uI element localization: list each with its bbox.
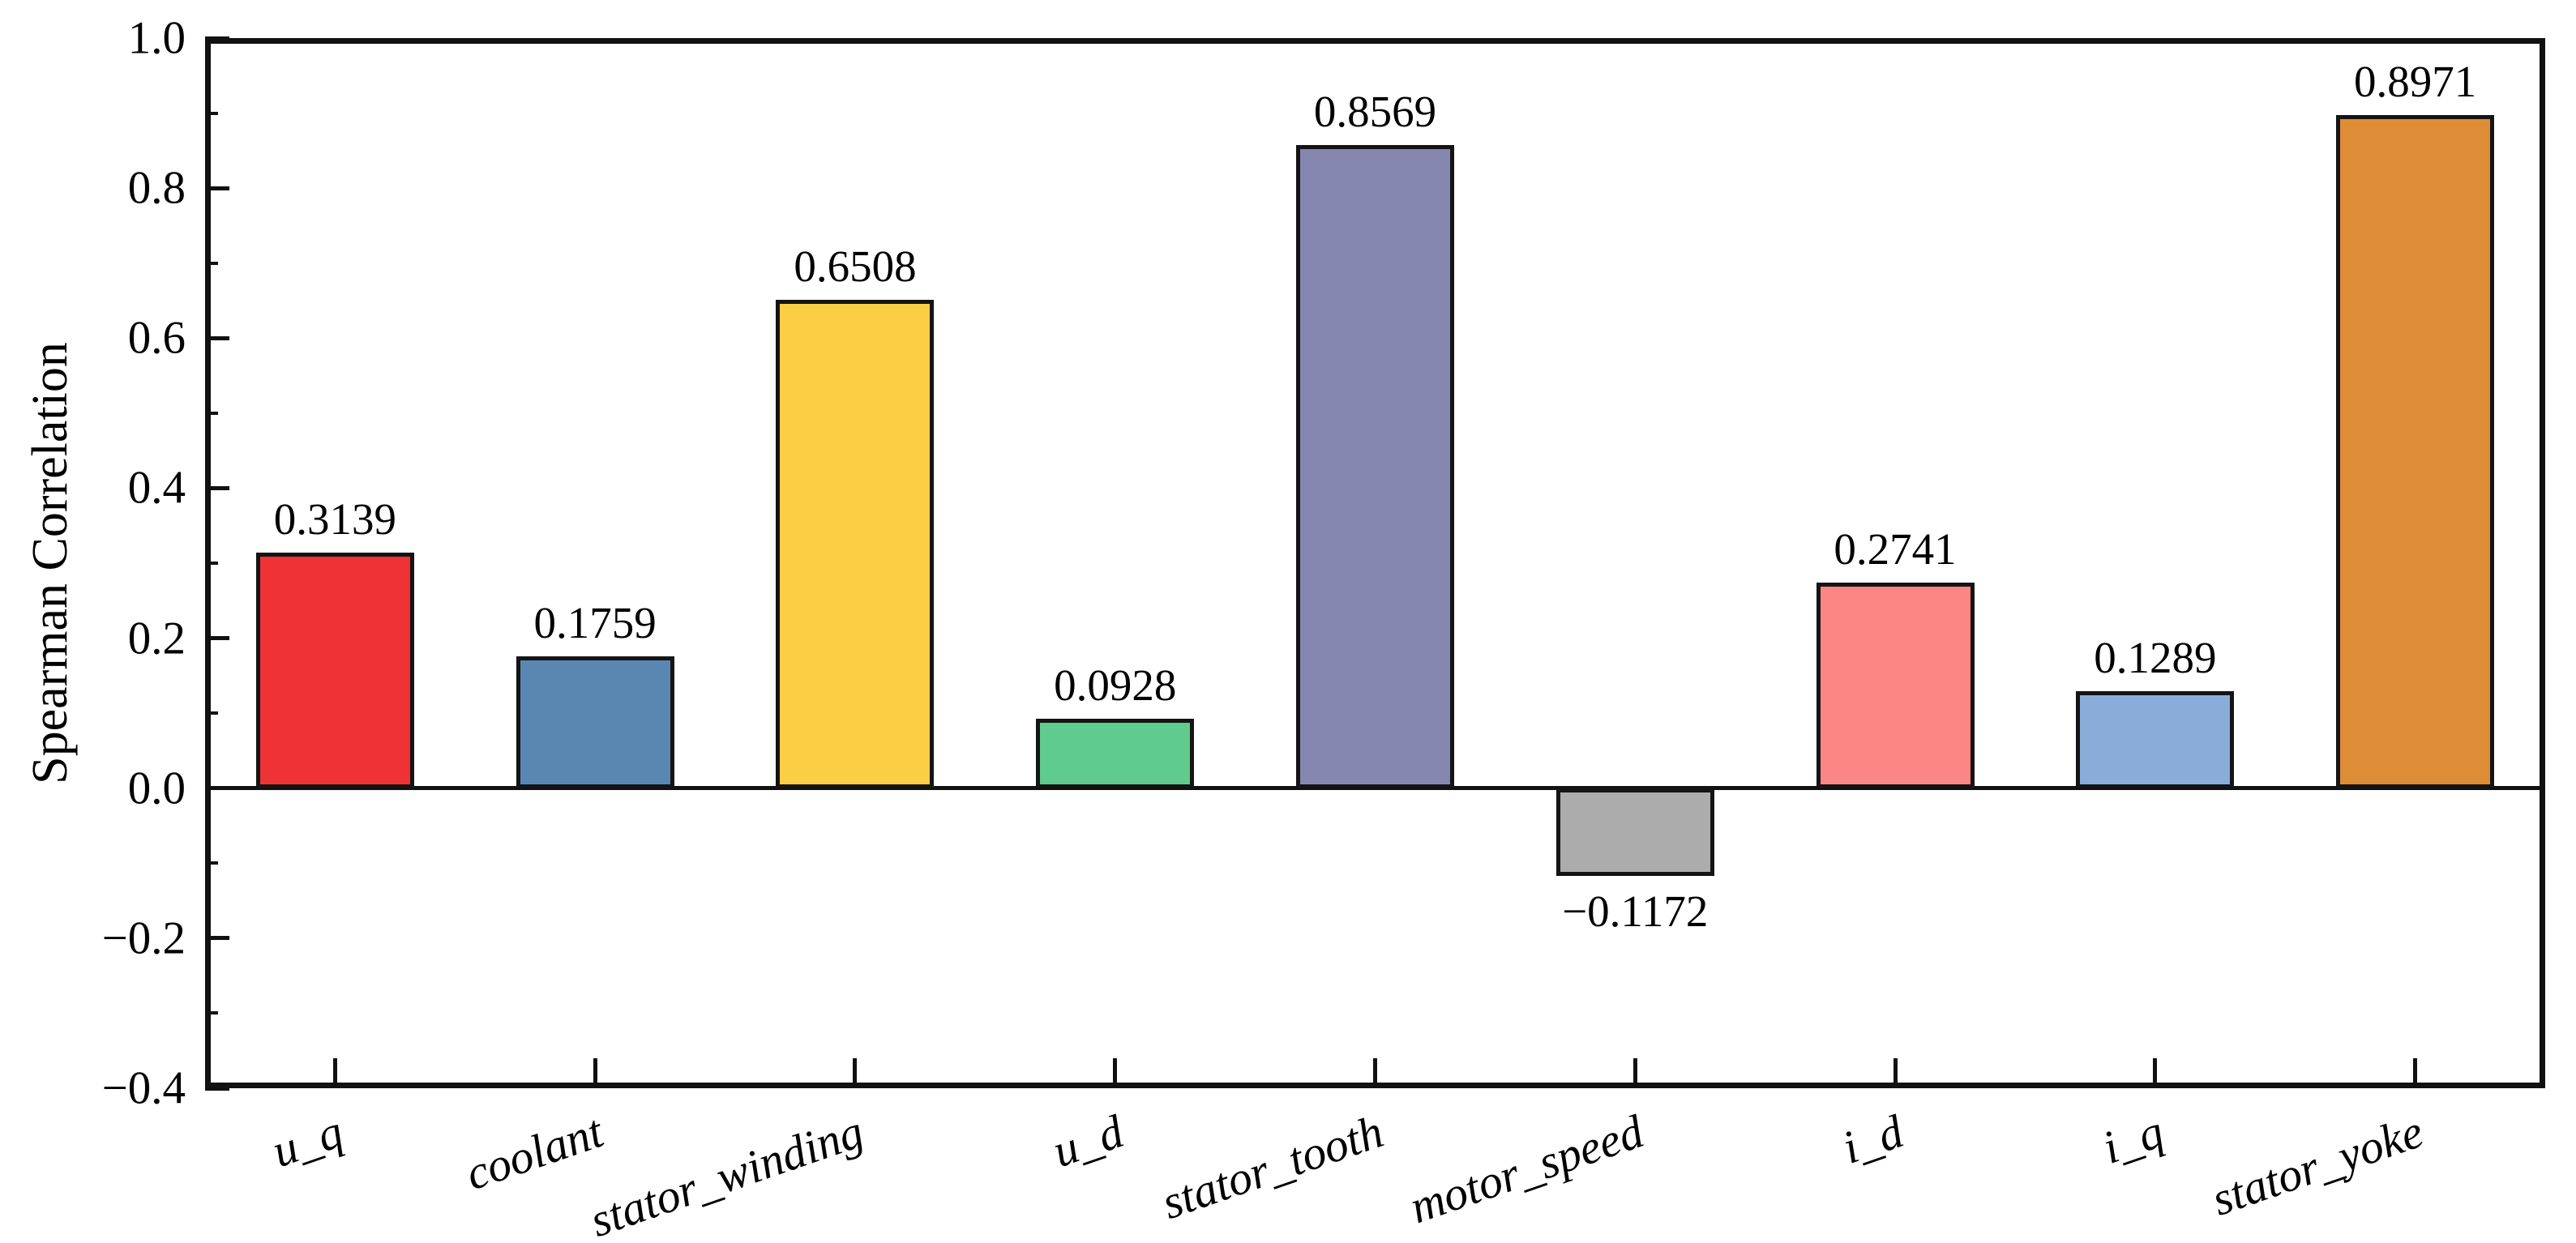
x-major-tick xyxy=(1893,1058,1898,1083)
y-minor-tick xyxy=(205,261,218,265)
y-major-tick xyxy=(205,485,229,490)
y-tick-label: 0.4 xyxy=(127,462,186,514)
bar-value-label: −0.1172 xyxy=(1562,886,1709,937)
y-tick-label: 1.0 xyxy=(127,12,186,64)
x-tick-label-stator_yoke: stator_yoke xyxy=(2205,1104,2430,1226)
y-minor-tick xyxy=(205,711,218,715)
y-tick-label: 0.0 xyxy=(127,762,186,814)
y-minor-tick xyxy=(205,861,218,865)
bar-i_d xyxy=(1816,582,1975,788)
y-major-tick xyxy=(205,936,229,941)
bar-u_q xyxy=(255,553,414,788)
bar-value-label: 0.8569 xyxy=(1313,87,1437,137)
bar-value-label: 0.8971 xyxy=(2353,57,2477,107)
x-major-tick xyxy=(593,1058,597,1083)
x-major-tick xyxy=(1632,1058,1637,1083)
y-major-tick xyxy=(205,186,229,190)
bar-stator_tooth xyxy=(1296,145,1454,788)
y-major-tick xyxy=(205,36,229,41)
x-tick-label-u_d: u_d xyxy=(1046,1104,1130,1178)
x-major-tick xyxy=(2153,1058,2158,1083)
x-tick-label-coolant: coolant xyxy=(459,1104,610,1201)
bar-value-label: 0.1759 xyxy=(533,597,657,647)
x-major-tick xyxy=(1373,1058,1377,1083)
y-major-tick xyxy=(205,1086,229,1091)
bar-i_q xyxy=(2076,691,2235,788)
bar-value-label: 0.2741 xyxy=(1834,523,1957,574)
bar-value-label: 0.0928 xyxy=(1054,660,1177,710)
x-tick-label-stator_tooth: stator_tooth xyxy=(1155,1104,1390,1230)
x-major-tick xyxy=(2413,1058,2418,1083)
y-axis-label: Spearman Correlation xyxy=(23,342,78,784)
y-tick-label: 0.2 xyxy=(127,613,186,664)
x-tick-label-i_q: i_q xyxy=(2095,1104,2170,1174)
bar-value-label: 0.1289 xyxy=(2094,633,2217,683)
y-minor-tick xyxy=(205,411,218,415)
bar-value-label: 0.6508 xyxy=(794,241,917,292)
x-tick-label-motor_speed: motor_speed xyxy=(1402,1104,1650,1234)
y-tick-label: −0.4 xyxy=(101,1062,186,1114)
zero-baseline xyxy=(205,786,2545,791)
y-tick-label: 0.8 xyxy=(127,162,186,214)
bar-u_d xyxy=(1036,718,1195,788)
y-major-tick xyxy=(205,786,229,791)
x-tick-label-u_q: u_q xyxy=(265,1104,350,1178)
bar-coolant xyxy=(516,656,674,788)
x-major-tick xyxy=(1113,1058,1118,1083)
bar-value-label: 0.3139 xyxy=(273,494,396,545)
x-tick-label-stator_winding: stator_winding xyxy=(583,1104,870,1243)
bar-motor_speed xyxy=(1555,788,1714,877)
y-major-tick xyxy=(205,335,229,340)
y-major-tick xyxy=(205,636,229,641)
y-minor-tick xyxy=(205,562,218,565)
x-tick-label-i_d: i_d xyxy=(1835,1104,1910,1174)
bar-stator_yoke xyxy=(2336,115,2495,788)
y-minor-tick xyxy=(205,111,218,115)
y-tick-label: 0.6 xyxy=(127,312,186,364)
y-tick-label: −0.2 xyxy=(101,912,186,964)
x-major-tick xyxy=(853,1058,858,1083)
x-major-tick xyxy=(332,1058,337,1083)
bar-stator_winding xyxy=(776,300,935,788)
y-minor-tick xyxy=(205,1011,218,1015)
